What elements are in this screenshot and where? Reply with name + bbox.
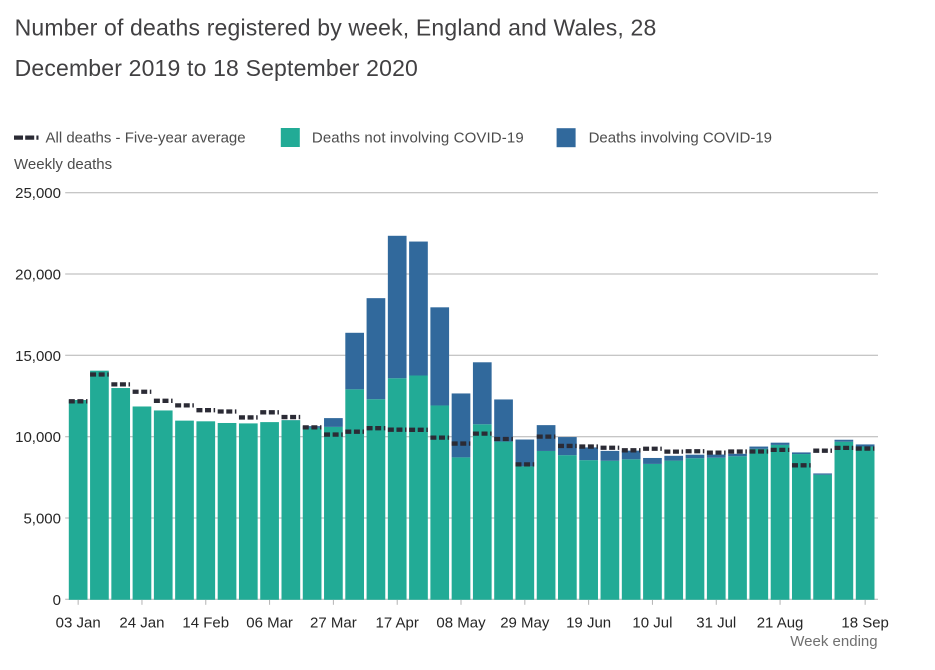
svg-text:5,000: 5,000 [23,511,61,528]
svg-text:18 Sep: 18 Sep [841,615,889,632]
svg-text:10 Jul: 10 Jul [632,615,672,632]
svg-text:14 Feb: 14 Feb [182,615,229,632]
svg-text:31 Jul: 31 Jul [696,615,736,632]
svg-text:27 Mar: 27 Mar [310,615,357,632]
svg-text:Deaths involving COVID-19: Deaths involving COVID-19 [589,130,772,147]
svg-text:December 2019 to 18 September: December 2019 to 18 September 2020 [15,55,418,81]
svg-text:29 May: 29 May [500,615,550,632]
svg-text:15,000: 15,000 [15,348,61,365]
svg-text:10,000: 10,000 [15,429,61,446]
svg-text:06 Mar: 06 Mar [246,615,293,632]
svg-text:25,000: 25,000 [15,185,61,202]
svg-text:Weekly deaths: Weekly deaths [14,156,112,173]
svg-text:0: 0 [53,592,61,609]
svg-text:All deaths - Five-year average: All deaths - Five-year average [46,130,246,147]
svg-text:24 Jan: 24 Jan [119,615,164,632]
svg-text:17 Apr: 17 Apr [376,615,419,632]
svg-text:19 Jun: 19 Jun [566,615,611,632]
svg-text:Deaths not involving COVID-19: Deaths not involving COVID-19 [312,130,524,147]
svg-text:Week ending: Week ending [790,633,877,650]
svg-text:03 Jan: 03 Jan [56,615,101,632]
svg-text:Number of deaths registered by: Number of deaths registered by week, Eng… [15,15,657,41]
svg-text:21 Aug: 21 Aug [757,615,804,632]
svg-text:08 May: 08 May [436,615,486,632]
svg-text:20,000: 20,000 [15,267,61,284]
